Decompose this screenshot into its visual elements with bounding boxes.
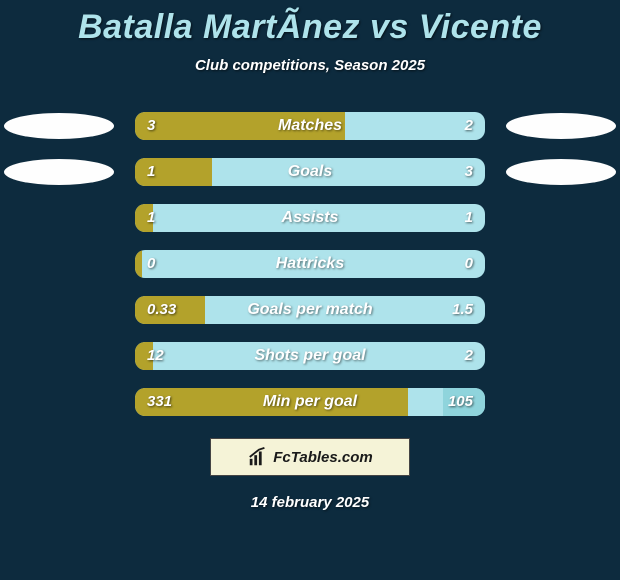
stat-bar: 0.331.5Goals per match xyxy=(135,296,485,324)
chart-icon xyxy=(247,446,269,468)
stat-label: Matches xyxy=(135,112,485,140)
stat-row: 13Goals xyxy=(0,158,620,186)
stat-rows: 32Matches 13Goals 11Assists 00Hattricks 0.33… xyxy=(0,112,620,416)
stat-bar: 11Assists xyxy=(135,204,485,232)
stat-bar: 122Shots per goal xyxy=(135,342,485,370)
team-badge-left xyxy=(4,159,114,185)
stat-row: 122Shots per goal xyxy=(0,342,620,370)
stat-row: 32Matches xyxy=(0,112,620,140)
stat-bar: 331105Min per goal xyxy=(135,388,485,416)
source-badge: FcTables.com xyxy=(210,438,410,476)
stat-row: 0.331.5Goals per match xyxy=(0,296,620,324)
source-text: FcTables.com xyxy=(273,449,372,466)
team-badge-left xyxy=(4,113,114,139)
stat-label: Goals xyxy=(135,158,485,186)
stat-bar: 13Goals xyxy=(135,158,485,186)
team-badge-right xyxy=(506,159,616,185)
comparison-infographic: Batalla MartÃnez vs Vicente Club competi… xyxy=(0,0,620,580)
team-badge-right xyxy=(506,113,616,139)
stat-row: 00Hattricks xyxy=(0,250,620,278)
stat-label: Hattricks xyxy=(135,250,485,278)
stat-row: 331105Min per goal xyxy=(0,388,620,416)
stat-bar: 00Hattricks xyxy=(135,250,485,278)
stat-label: Shots per goal xyxy=(135,342,485,370)
stat-label: Min per goal xyxy=(135,388,485,416)
page-title: Batalla MartÃnez vs Vicente xyxy=(0,8,620,47)
stat-label: Assists xyxy=(135,204,485,232)
stat-row: 11Assists xyxy=(0,204,620,232)
stat-bar: 32Matches xyxy=(135,112,485,140)
date-text: 14 february 2025 xyxy=(0,494,620,511)
stat-label: Goals per match xyxy=(135,296,485,324)
page-subtitle: Club competitions, Season 2025 xyxy=(0,57,620,74)
